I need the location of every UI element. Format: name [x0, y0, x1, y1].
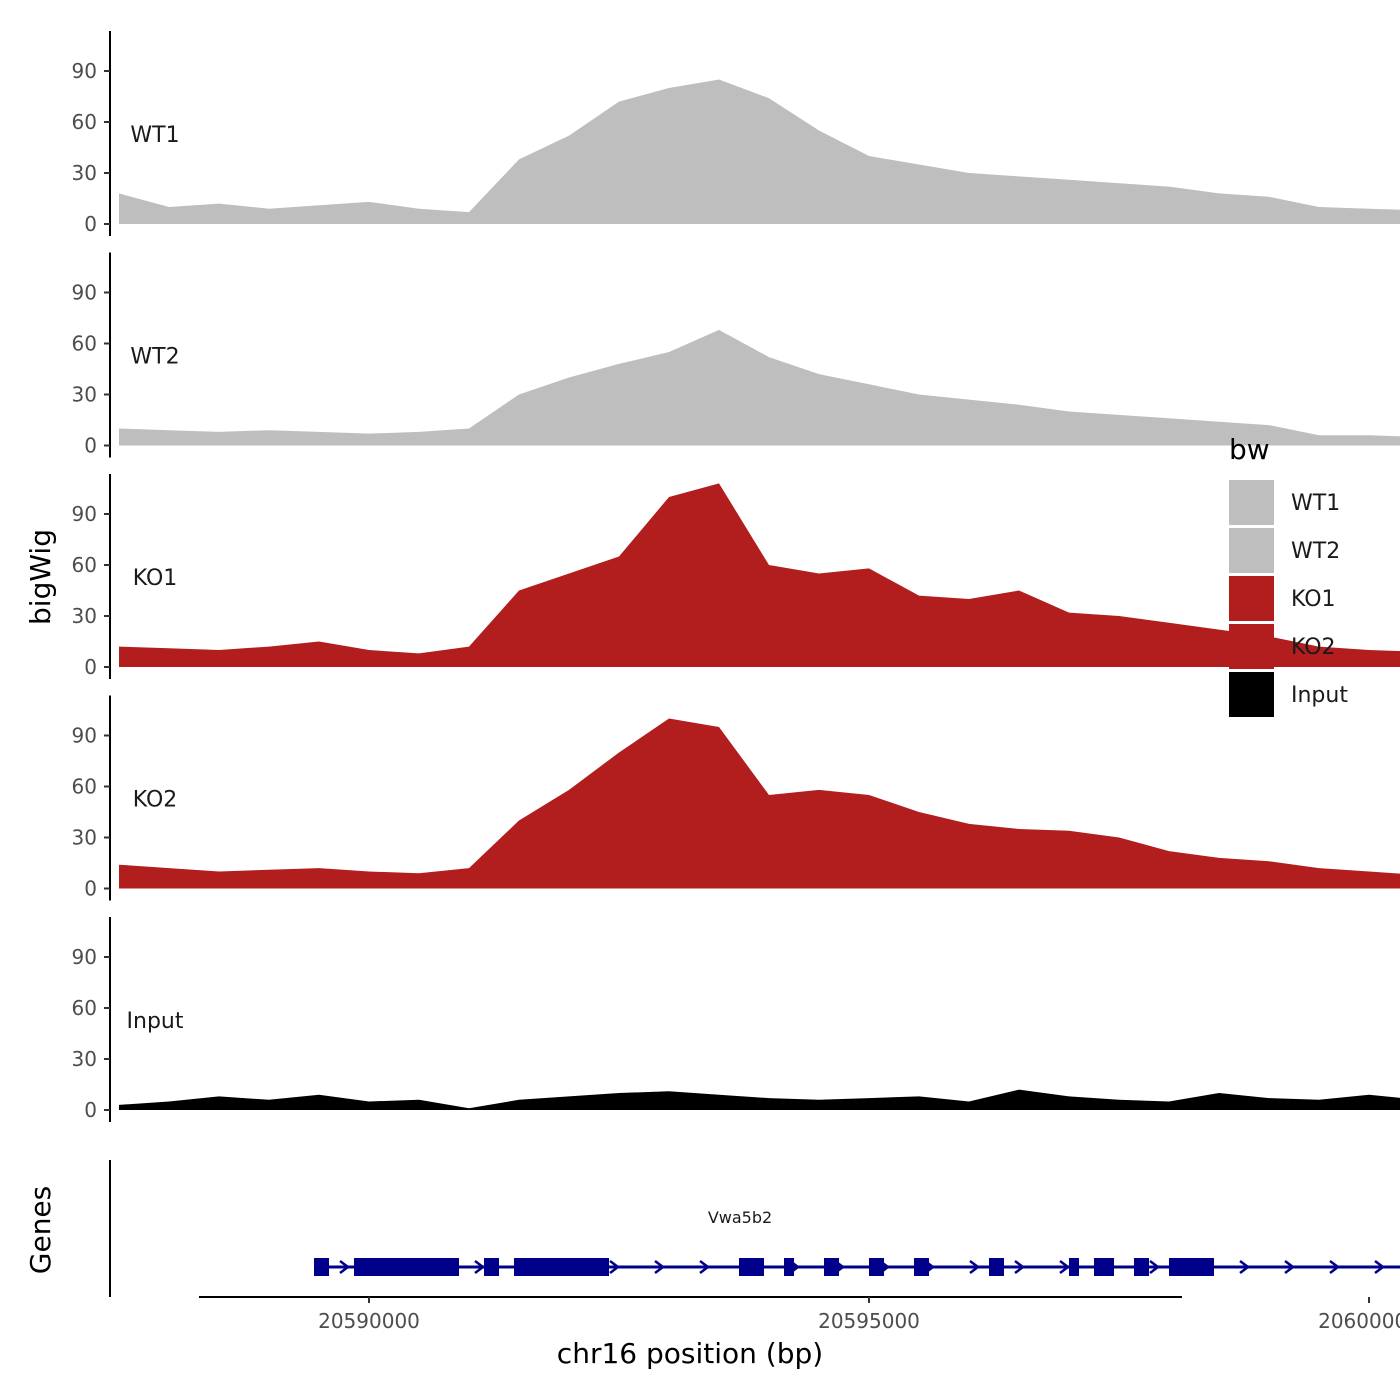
track-input: 0 30 60 90 Input	[72, 917, 1400, 1122]
x-tick-label: 20600000	[1318, 1309, 1400, 1333]
gene-exon	[869, 1258, 884, 1276]
track-ko2: 0 30 60 90 KO2	[72, 695, 1400, 901]
strand-arrow	[474, 1260, 486, 1274]
y-tick-label: 30	[72, 604, 97, 628]
gene-exon	[484, 1258, 499, 1276]
strand-arrow	[1329, 1260, 1341, 1274]
y-tick-label: 60	[72, 110, 97, 134]
coverage-area-wt1	[119, 79, 1400, 224]
gene-label: Vwa5b2	[708, 1208, 772, 1227]
x-axis-title: chr16 position (bp)	[557, 1337, 823, 1370]
track-ko1: 0 30 60 90 KO1	[72, 474, 1400, 679]
y-tick-label: 0	[84, 877, 97, 901]
gene-exon	[989, 1258, 1004, 1276]
y-tick-label: 60	[72, 996, 97, 1020]
y-tick-label: 0	[84, 434, 97, 458]
legend-key-wt2	[1229, 528, 1274, 573]
legend-label-input: Input	[1291, 683, 1348, 708]
y-tick-label: 90	[72, 502, 97, 526]
gene-exon	[739, 1258, 764, 1276]
legend-label-wt2: WT2	[1291, 539, 1340, 564]
legend: WT1 WT2 KO1 KO2 Input	[1229, 480, 1348, 717]
gene-exon	[784, 1258, 794, 1276]
strand-arrow	[609, 1260, 621, 1274]
y-tick-label: 90	[72, 945, 97, 969]
gene-exon	[1134, 1258, 1149, 1276]
y-tick-label: 90	[72, 59, 97, 83]
gene-exon	[1094, 1258, 1114, 1276]
gene-exon	[1069, 1258, 1079, 1276]
track-label-wt1: WT1	[130, 123, 179, 148]
genes-axis-title: Genes	[24, 1186, 57, 1274]
coverage-area-wt2	[119, 329, 1400, 446]
coverage-tracks: 0 30 60 90 WT1 0 30 60 90 WT2 0 30 60 90 KO1 0 30 60 90 KO2…	[72, 31, 1400, 1122]
strand-arrow	[1014, 1260, 1026, 1274]
track-label-ko2: KO2	[133, 788, 178, 813]
legend-label-ko1: KO1	[1291, 587, 1336, 612]
y-tick-label: 0	[84, 1098, 97, 1122]
y-tick-label: 90	[72, 724, 97, 748]
legend-title: bw	[1229, 433, 1270, 466]
strand-arrow	[969, 1260, 981, 1274]
y-tick-label: 30	[72, 161, 97, 185]
strand-arrow	[1239, 1260, 1251, 1274]
x-tick-label: 20590000	[318, 1309, 420, 1333]
coverage-area-input	[119, 1089, 1400, 1110]
y-tick-label: 60	[72, 332, 97, 356]
legend-key-ko1	[1229, 576, 1274, 621]
gene-track	[109, 1160, 1400, 1297]
y-tick-label: 90	[72, 281, 97, 305]
track-wt1: 0 30 60 90 WT1	[72, 31, 1400, 236]
track-label-ko1: KO1	[133, 566, 178, 591]
legend-key-ko2	[1229, 624, 1274, 669]
y-tick-label: 30	[72, 826, 97, 850]
y-tick-label: 0	[84, 212, 97, 236]
track-label-wt2: WT2	[130, 345, 179, 370]
legend-key-input	[1229, 672, 1274, 717]
legend-label-ko2: KO2	[1291, 635, 1336, 660]
gene-exon	[1169, 1258, 1214, 1276]
y-tick-label: 0	[84, 655, 97, 679]
strand-arrow	[1374, 1260, 1386, 1274]
track-wt2: 0 30 60 90 WT2	[72, 252, 1400, 458]
y-tick-label: 60	[72, 775, 97, 799]
gene-exon	[354, 1258, 459, 1276]
gene-exon	[824, 1258, 839, 1276]
strand-arrow	[1149, 1260, 1161, 1274]
strand-arrow	[699, 1260, 711, 1274]
gene-exon	[914, 1258, 929, 1276]
coverage-area-ko2	[119, 718, 1400, 889]
x-tick-label: 20595000	[818, 1309, 920, 1333]
strand-arrow	[1284, 1260, 1296, 1274]
strand-arrow	[1059, 1260, 1071, 1274]
strand-arrow	[654, 1260, 666, 1274]
x-axis: 20590000205950002060000020605000	[199, 1296, 1400, 1333]
y-axis-title: bigWig	[24, 529, 57, 625]
y-tick-label: 30	[72, 1047, 97, 1071]
y-tick-label: 60	[72, 553, 97, 577]
strand-arrow	[339, 1260, 351, 1274]
legend-key-wt1	[1229, 480, 1274, 525]
y-tick-label: 30	[72, 383, 97, 407]
gene-exon	[314, 1258, 329, 1276]
coverage-area-ko1	[119, 483, 1400, 667]
legend-label-wt1: WT1	[1291, 491, 1340, 516]
track-label-input: Input	[127, 1009, 184, 1034]
gene-exon	[514, 1258, 609, 1276]
